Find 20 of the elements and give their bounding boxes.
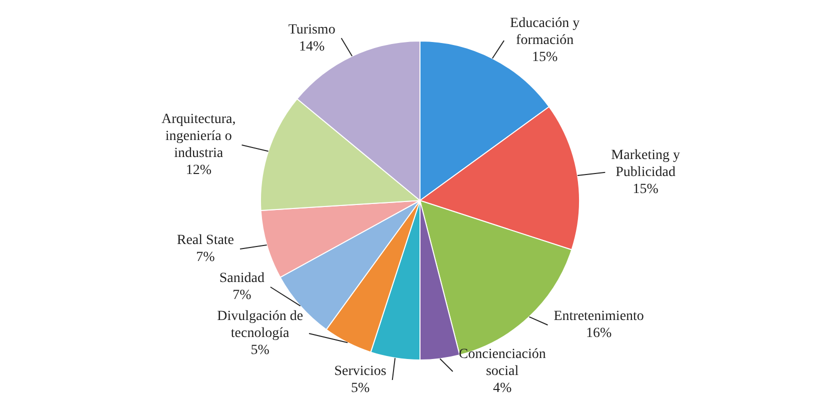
slice-label: Concienciación social [458,347,546,380]
data-label: 15% [532,50,558,66]
slice-label: Educación y formación [510,16,580,48]
slice-label: Marketing y Publicidad [611,148,680,180]
slice-label: Sanidad [219,271,264,286]
data-label: 7% [232,288,252,304]
data-label: 5% [350,381,370,396]
data-label: 14% [299,39,326,54]
data-label: 12% [186,163,212,178]
slice-label: Divulgación de tecnología [217,309,304,342]
data-label: 16% [586,326,612,342]
slice-label: Real State [176,233,234,248]
data-label: 15% [632,182,659,198]
data-label: 5% [250,343,270,358]
data-label: 7% [196,250,216,266]
data-label: 4% [492,381,512,396]
slice-label: Turismo [288,22,336,38]
slice-label: Servicios [334,364,386,380]
slice-label: Entretenimiento [554,309,644,324]
slice-label: Arquitectura, ingeniería o industria [162,112,236,162]
